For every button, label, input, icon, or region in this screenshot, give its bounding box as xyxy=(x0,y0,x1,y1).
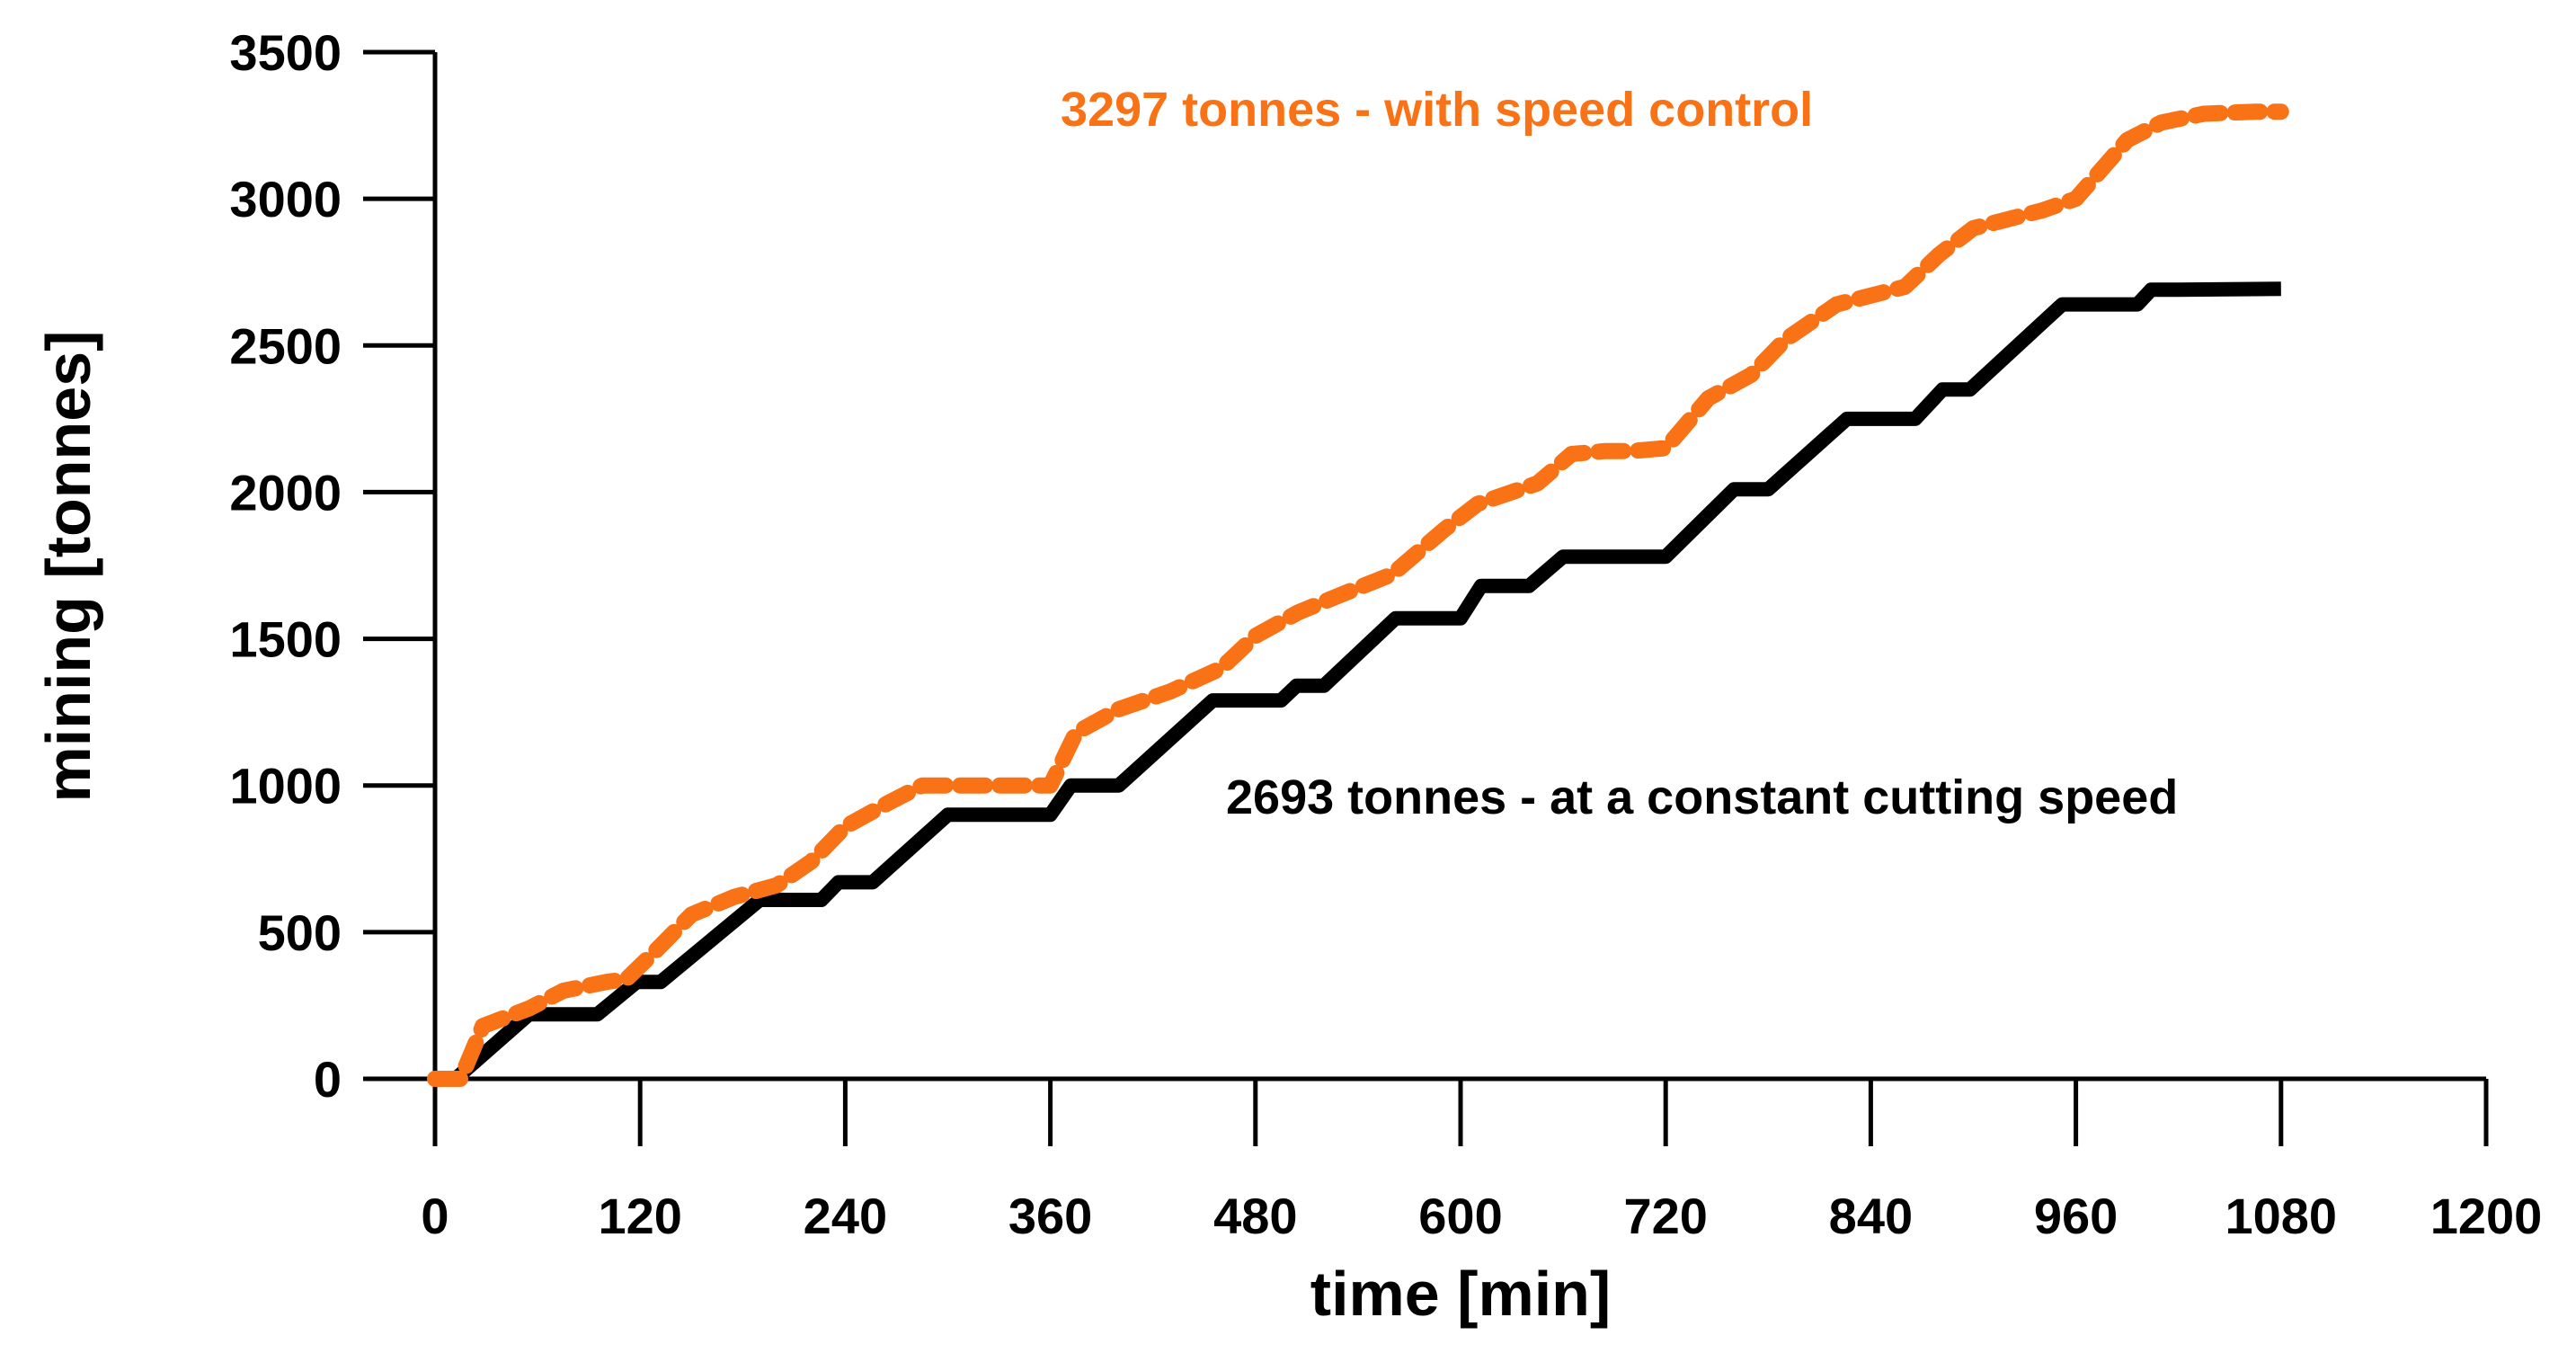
x-axis-title: time [min] xyxy=(1310,1259,1611,1329)
y-tick-label: 1000 xyxy=(229,758,342,815)
x-tick-label: 600 xyxy=(1418,1188,1502,1244)
y-tick-label: 1500 xyxy=(229,611,342,668)
x-tick-label: 1080 xyxy=(2225,1188,2338,1244)
series-line-speed-control xyxy=(427,103,2289,1087)
x-tick-label: 480 xyxy=(1213,1188,1297,1244)
y-tick-label: 2500 xyxy=(229,317,342,374)
x-tick-label: 120 xyxy=(598,1188,681,1244)
x-tick-label: 360 xyxy=(1008,1188,1092,1244)
y-tick-label: 0 xyxy=(314,1051,342,1108)
y-tick-label: 3000 xyxy=(229,171,342,227)
x-tick-label: 960 xyxy=(2034,1188,2118,1244)
y-tick-label: 3500 xyxy=(229,24,342,81)
y-tick-label: 500 xyxy=(258,904,342,961)
x-ticks: 0 120 240 360 480 600 720 840 960 1080 1200 xyxy=(421,1079,2542,1244)
series-layer xyxy=(427,103,2289,1087)
y-tick-label: 2000 xyxy=(229,464,342,521)
series-line-constant-speed xyxy=(450,281,2281,1085)
x-tick-label: 720 xyxy=(1623,1188,1707,1244)
annotation-constant-speed: 2693 tonnes - at a constant cutting spee… xyxy=(1226,770,2178,824)
annotation-speed-control: 3297 tonnes - with speed control xyxy=(1061,83,1813,137)
y-ticks: 0 500 1000 1500 2000 2500 3000 3500 xyxy=(229,24,435,1108)
x-tick-label: 240 xyxy=(804,1188,887,1244)
x-tick-label: 0 xyxy=(421,1188,449,1244)
x-tick-label: 840 xyxy=(1829,1188,1913,1244)
y-axis-title: mining [tonnes] xyxy=(33,331,103,803)
axes xyxy=(363,52,2486,1082)
x-tick-label: 1200 xyxy=(2430,1188,2543,1244)
